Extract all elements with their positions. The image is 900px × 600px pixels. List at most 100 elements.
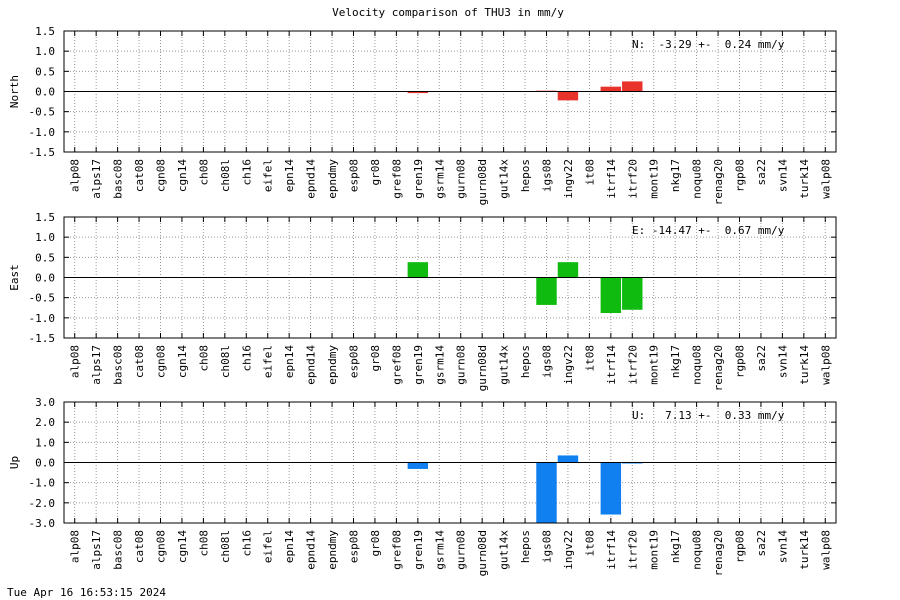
y-tick-label: -1.0 [29, 477, 56, 490]
annotation: U: 7.13 +- 0.33 mm/y [632, 409, 785, 422]
x-tick-label: hepos [519, 530, 532, 563]
x-tick-label: ch16 [240, 159, 253, 186]
y-tick-label: -0.5 [29, 292, 56, 305]
y-tick-label: 2.0 [35, 416, 55, 429]
x-tick-label: basc08 [112, 530, 125, 570]
y-axis-label: East [8, 264, 21, 291]
x-tick-label: ch08 [197, 530, 210, 557]
x-tick-label: ingv22 [562, 159, 575, 199]
x-tick-label: cgn14 [176, 159, 189, 192]
x-tick-label: ch08 [197, 345, 210, 372]
x-tick-label: ch08 [197, 159, 210, 186]
x-tick-label: epnd14 [305, 530, 318, 570]
x-tick-label: gsrm14 [433, 530, 446, 570]
y-tick-label: 0.0 [35, 86, 55, 99]
x-tick-label: mont19 [648, 159, 661, 199]
bar [557, 455, 579, 463]
x-tick-label: svn14 [776, 530, 789, 563]
x-tick-label: gren19 [412, 159, 425, 199]
x-tick-label: cgn08 [155, 530, 168, 563]
x-tick-label: rgp08 [734, 345, 747, 378]
x-tick-label: cat08 [133, 159, 146, 192]
y-tick-label: -1.5 [29, 332, 56, 345]
x-tick-label: it08 [583, 345, 596, 372]
x-tick-label: gurn08 [455, 159, 468, 199]
x-tick-label: nkg17 [669, 159, 682, 192]
x-tick-label: ch08l [219, 159, 232, 192]
y-tick-label: 1.5 [35, 211, 55, 224]
y-axis-label: Up [8, 456, 21, 469]
x-tick-label: eifel [262, 159, 275, 192]
x-tick-label: nkg17 [669, 345, 682, 378]
x-tick-label: alp08 [69, 159, 82, 192]
x-tick-label: noqu08 [691, 530, 704, 570]
x-tick-label: alp08 [69, 530, 82, 563]
y-tick-label: 0.5 [35, 251, 55, 264]
x-tick-label: alps17 [90, 345, 103, 385]
x-tick-label: itrf20 [626, 345, 639, 385]
y-tick-label: 1.5 [35, 25, 55, 38]
x-tick-label: hepos [519, 345, 532, 378]
x-tick-label: itrf20 [626, 159, 639, 199]
x-tick-label: igs08 [541, 159, 554, 192]
y-tick-label: -3.0 [29, 517, 56, 530]
bar [600, 462, 622, 515]
x-tick-label: epndmy [326, 530, 339, 570]
x-tick-label: nkg17 [669, 530, 682, 563]
x-tick-label: gut14x [498, 159, 511, 199]
x-tick-label: basc08 [112, 345, 125, 385]
x-tick-label: gref08 [390, 345, 403, 385]
x-tick-label: epn14 [283, 530, 296, 563]
plot-frame [63, 30, 837, 153]
plot-frame [63, 401, 837, 524]
x-tick-label: gurn08 [455, 345, 468, 385]
y-tick-label: 0.0 [35, 272, 55, 285]
x-tick-label: alp08 [69, 345, 82, 378]
x-tick-label: cgn14 [176, 345, 189, 378]
y-tick-label: -1.0 [29, 126, 56, 139]
x-tick-label: renag20 [712, 530, 725, 576]
bar [536, 277, 557, 305]
x-tick-label: esp08 [348, 159, 361, 192]
x-tick-label: ch16 [240, 345, 253, 372]
x-tick-label: esp08 [348, 345, 361, 378]
x-tick-label: alps17 [90, 159, 103, 199]
x-tick-label: itrf20 [626, 530, 639, 570]
x-tick-label: sa22 [755, 530, 768, 557]
x-tick-label: cat08 [133, 345, 146, 378]
x-tick-label: ch16 [240, 530, 253, 557]
x-tick-label: epndmy [326, 159, 339, 199]
x-tick-label: epndmy [326, 345, 339, 385]
x-tick-label: itrf14 [605, 345, 618, 385]
bar [407, 462, 429, 469]
x-tick-label: eifel [262, 530, 275, 563]
annotation: N: -3.29 +- 0.24 mm/y [632, 38, 785, 51]
x-tick-label: basc08 [112, 159, 125, 199]
x-tick-label: itrf14 [605, 530, 618, 570]
y-tick-label: 3.0 [35, 396, 55, 409]
y-tick-label: 1.0 [35, 436, 55, 449]
x-tick-label: cgn08 [155, 159, 168, 192]
x-tick-label: ingv22 [562, 345, 575, 385]
bar [600, 86, 622, 92]
bar [622, 277, 643, 310]
x-tick-label: gurn08d [476, 530, 489, 576]
x-tick-label: gref08 [390, 530, 403, 570]
x-tick-label: gurn08d [476, 345, 489, 391]
x-tick-label: gsrm14 [433, 345, 446, 385]
y-tick-label: -2.0 [29, 497, 56, 510]
x-tick-label: ingv22 [562, 530, 575, 570]
x-tick-label: cat08 [133, 530, 146, 563]
x-tick-label: turk14 [798, 530, 811, 570]
chart-title: Velocity comparison of THU3 in mm/y [332, 6, 564, 19]
x-tick-label: gren19 [412, 345, 425, 385]
x-tick-label: it08 [583, 530, 596, 557]
x-tick-label: gut14x [498, 345, 511, 385]
bar [536, 462, 557, 523]
bar [557, 91, 579, 101]
y-axis-label: North [8, 75, 21, 108]
x-tick-label: gren19 [412, 530, 425, 570]
x-tick-label: gsrm14 [433, 159, 446, 199]
y-tick-label: 1.0 [35, 231, 55, 244]
x-tick-label: sa22 [755, 345, 768, 372]
